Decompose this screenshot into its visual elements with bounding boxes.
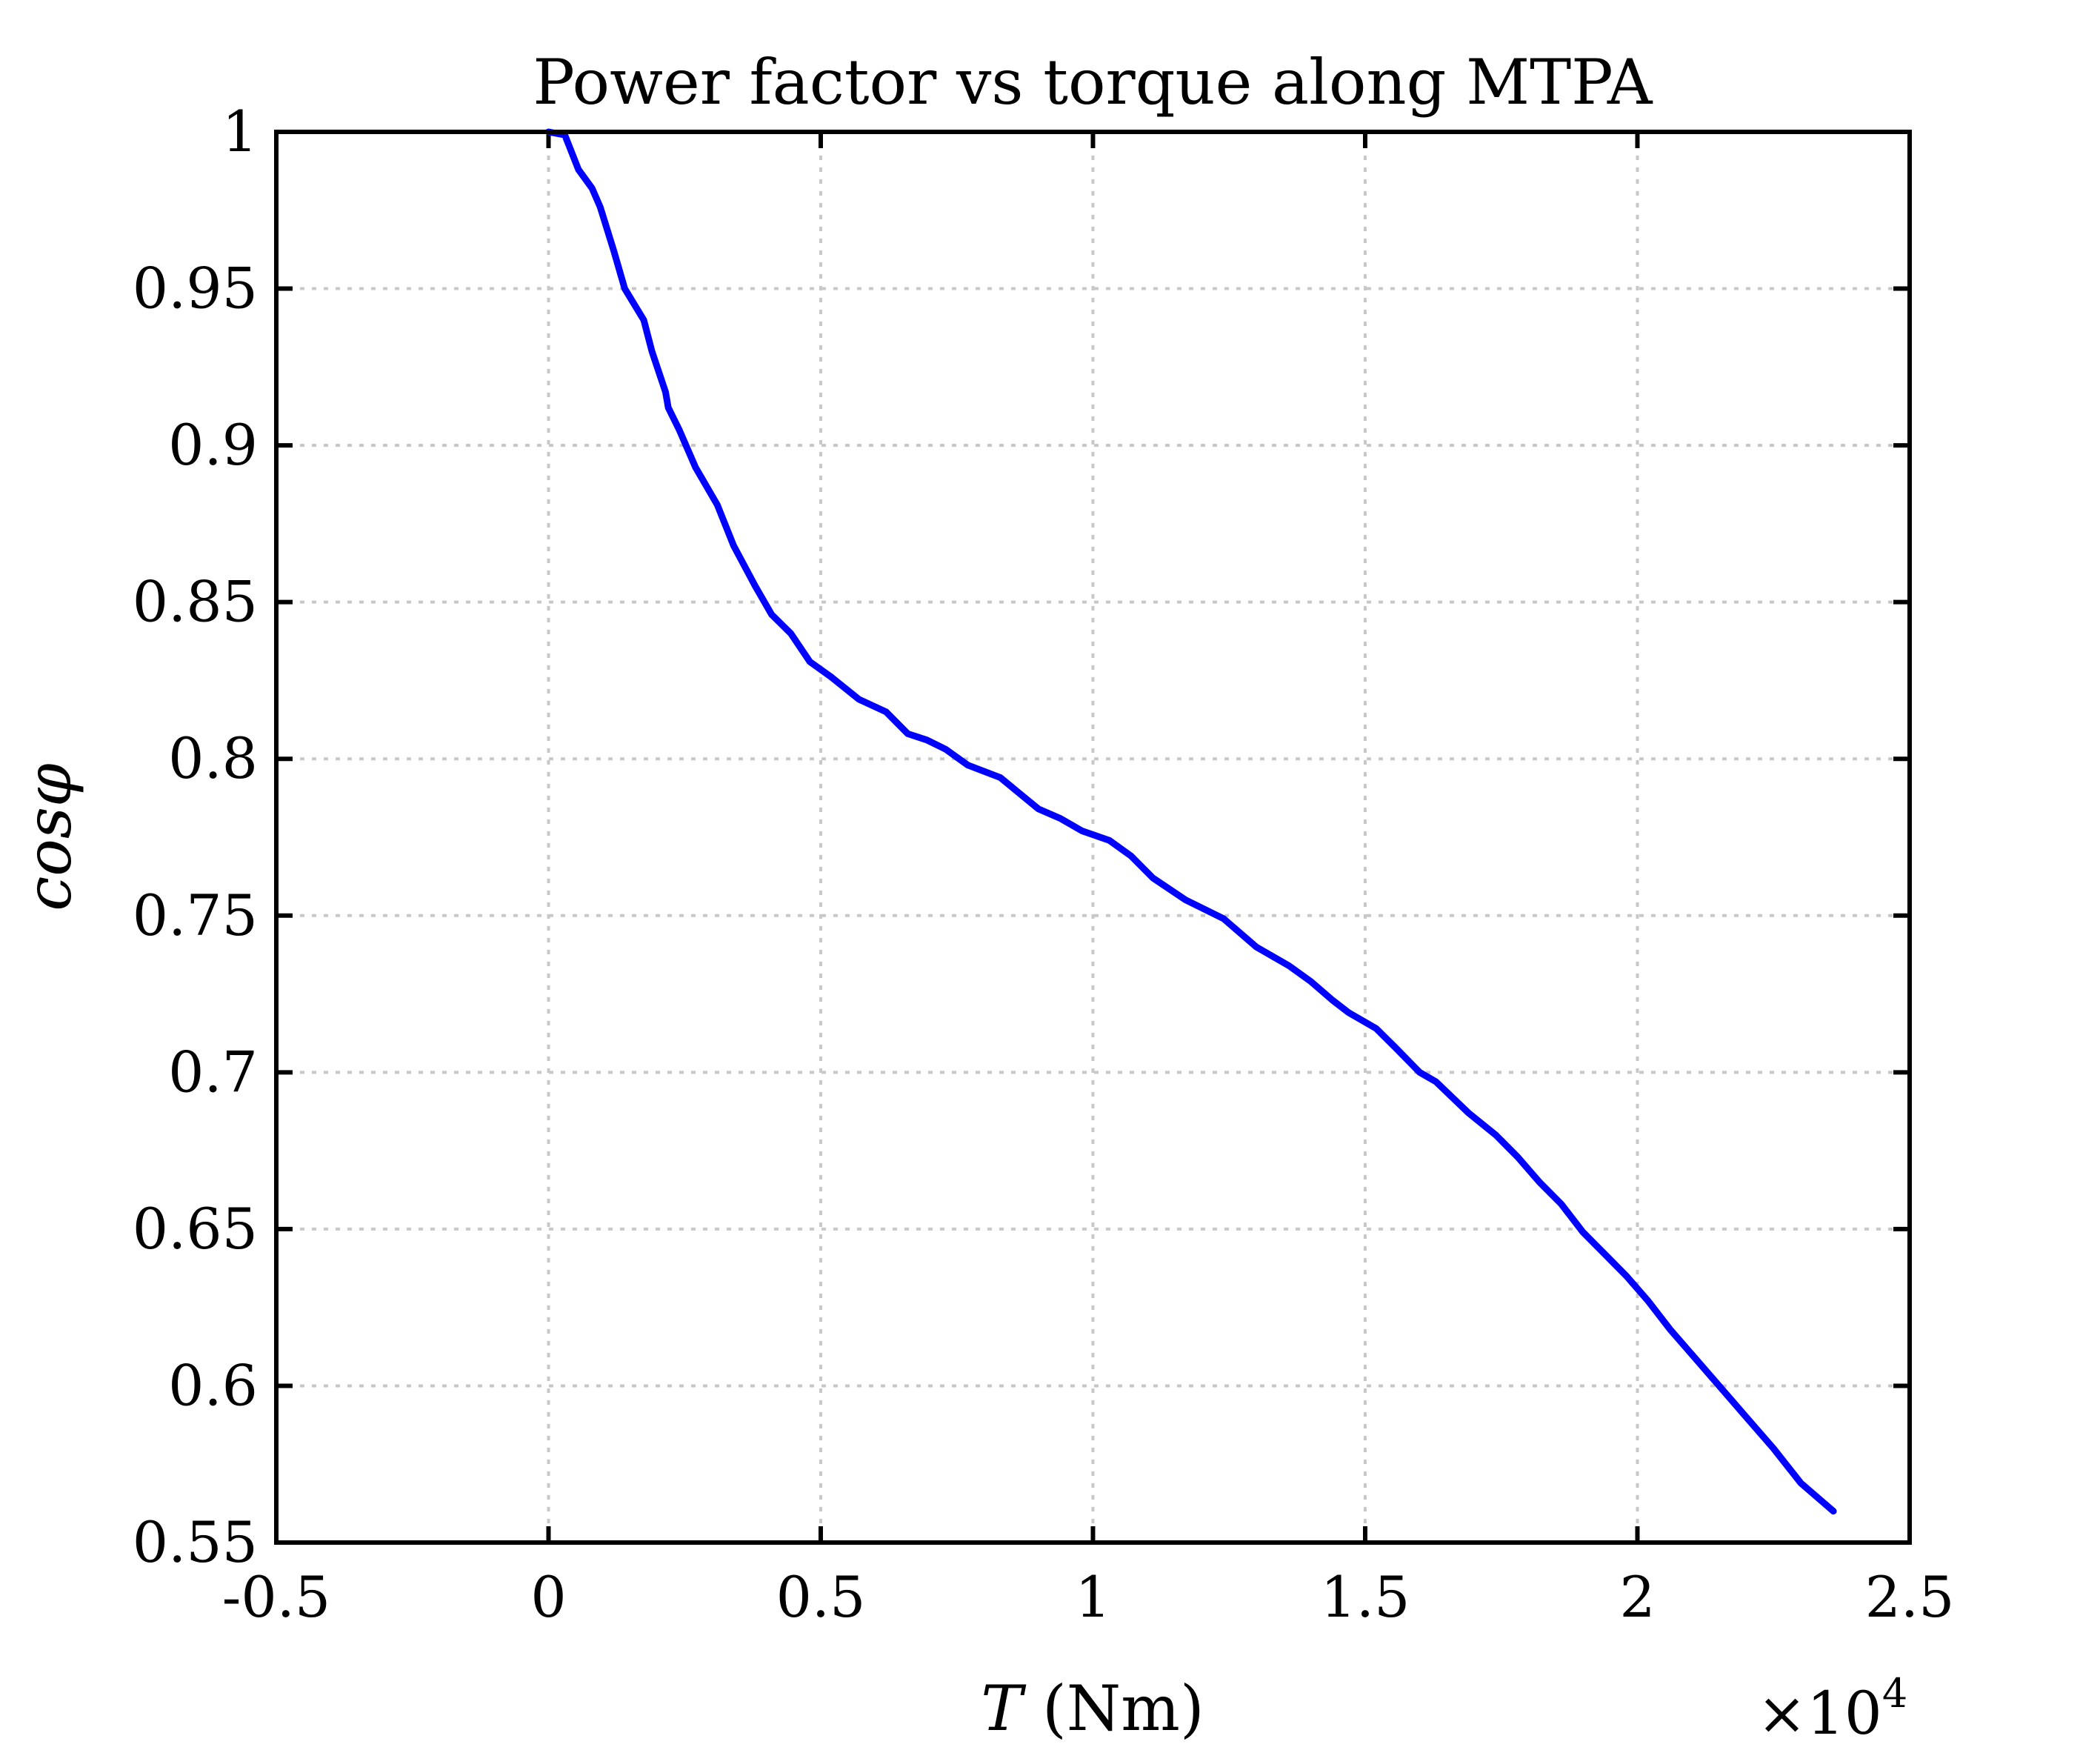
y-axis-label: cosφ — [13, 763, 85, 911]
y-tick-label: 0.95 — [133, 256, 258, 322]
x-axis-label: T (Nm) — [981, 1672, 1204, 1745]
x-multiplier: ×104 — [1757, 1670, 1907, 1748]
x-tick-label: 2 — [1619, 1564, 1655, 1630]
plot-frame — [274, 130, 1912, 1545]
chart-title: Power factor vs torque along MTPA — [533, 46, 1653, 119]
y-tick-label: 0.7 — [168, 1039, 258, 1105]
x-axis-label-var: T — [981, 1672, 1027, 1745]
x-tick-label: 1.5 — [1321, 1564, 1410, 1630]
x-tick-label: 0.5 — [776, 1564, 866, 1630]
tick-labels: -0.5 0 0.5 1 1.5 2 2.5 0.55 0.6 0.65 0.7 0.75 0.8 0.8… — [133, 99, 1955, 1630]
y-tick-label: 0.75 — [133, 882, 258, 948]
y-tick-label: 0.8 — [168, 725, 258, 791]
y-tick-label: 0.55 — [133, 1509, 258, 1575]
x-multiplier-exp: 4 — [1882, 1670, 1907, 1717]
x-tick-label: 2.5 — [1865, 1564, 1955, 1630]
grid — [276, 132, 1910, 1543]
x-multiplier-base: ×10 — [1757, 1679, 1882, 1748]
y-tick-label: 0.6 — [168, 1352, 258, 1418]
series-line — [545, 128, 1837, 1515]
x-tick-label: 1 — [1075, 1564, 1110, 1630]
x-axis-label-unit: (Nm) — [1042, 1672, 1204, 1745]
x-tick-label: 0 — [530, 1564, 566, 1630]
y-tick-label: 1 — [222, 99, 258, 164]
y-tick-label: 0.9 — [168, 412, 258, 478]
x-tick-label: -0.5 — [222, 1564, 331, 1630]
y-tick-label: 0.65 — [133, 1196, 258, 1262]
series — [545, 128, 1837, 1515]
y-tick-label: 0.85 — [133, 569, 258, 635]
